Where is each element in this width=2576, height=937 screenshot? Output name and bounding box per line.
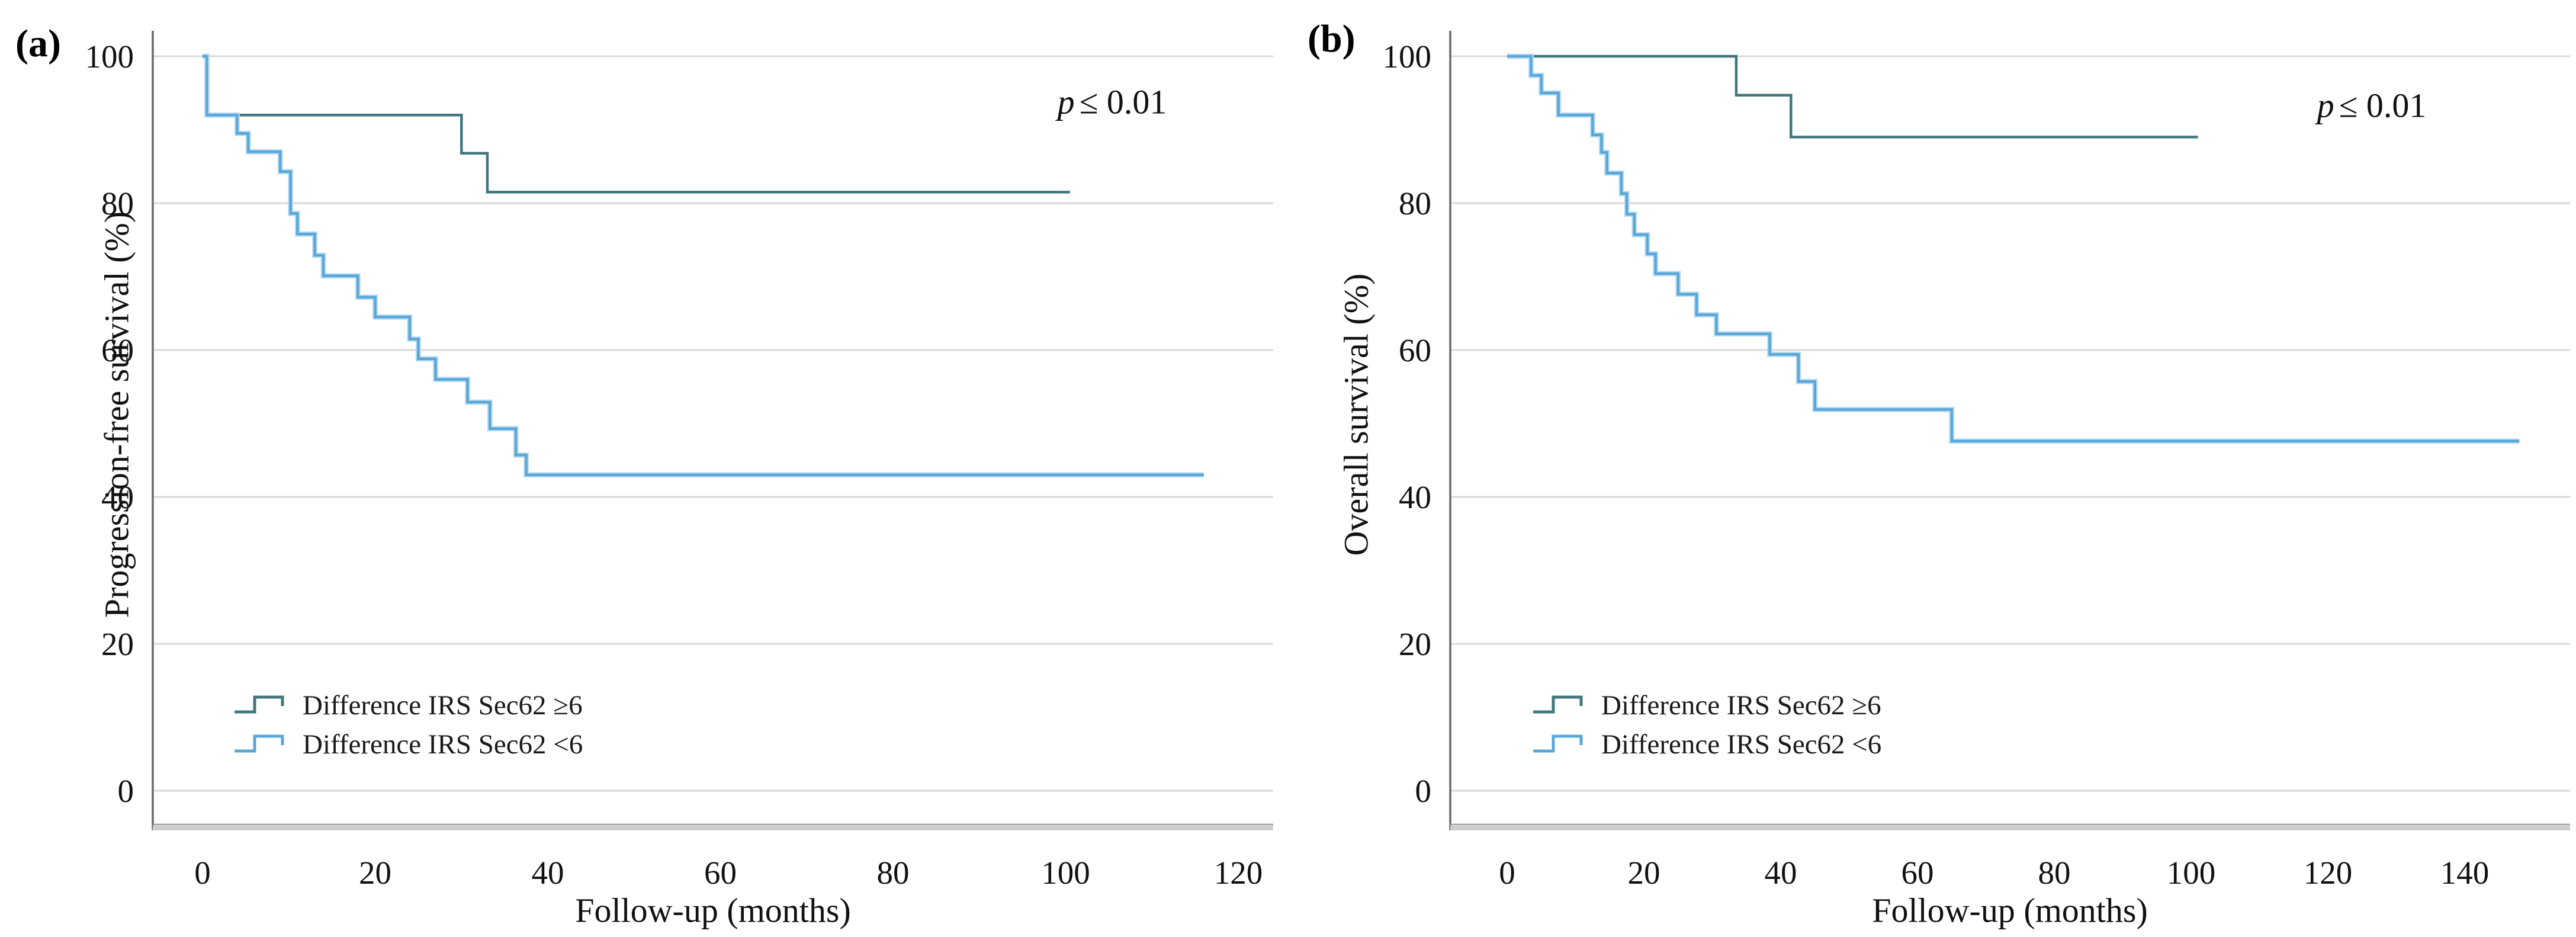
km-curve-halo-series-1	[203, 53, 1204, 478]
x-tick-label-0: 0	[194, 855, 211, 891]
panel-b-y-axis-title: Overall survival (%)	[1337, 273, 1376, 556]
km-curve-series-0	[1507, 54, 2198, 139]
x-tick-label-40: 40	[532, 855, 564, 891]
x-tick-label-120: 120	[2304, 855, 2353, 891]
y-tick-label-0: 0	[118, 773, 134, 809]
panel-a-y-axis-title: Progression-free survival (%)	[97, 211, 136, 618]
y-tick-label-0: 0	[1415, 773, 1432, 809]
legend-label: Difference IRS Sec62 ≥6	[303, 689, 583, 721]
y-tick-label-40: 40	[1399, 479, 1431, 515]
panel-b-p-value: p ≤ 0.01	[2317, 86, 2427, 126]
panel-b-tag: (b)	[1308, 17, 1356, 60]
x-tick-label-20: 20	[1628, 855, 1660, 891]
panel-b-legend-item-ge6: Difference IRS Sec62 ≥6	[1531, 689, 1881, 722]
panel-b-legend-item-lt6: Difference IRS Sec62 <6	[1531, 728, 1881, 761]
panel-a-legend-item-ge6: Difference IRS Sec62 ≥6	[233, 689, 583, 722]
km-curve-series-1	[1507, 54, 2520, 443]
x-tick-label-20: 20	[359, 855, 391, 891]
y-tick-label-40: 40	[101, 479, 134, 515]
x-tick-label-100: 100	[1041, 855, 1090, 891]
x-tick-label-80: 80	[2038, 855, 2071, 891]
km-step-icon	[235, 734, 284, 753]
legend-label: Difference IRS Sec62 <6	[1601, 729, 1882, 760]
km-curve-series-1	[203, 54, 1204, 477]
y-tick-label-20: 20	[101, 626, 134, 662]
y-tick-label-80: 80	[1399, 185, 1431, 222]
km-step-icon	[235, 695, 284, 714]
panel-a-p-value: p ≤ 0.01	[1058, 82, 1167, 122]
y-tick-label-100: 100	[85, 38, 134, 75]
x-tick-label-0: 0	[1499, 855, 1515, 891]
km-step-icon	[1533, 734, 1583, 753]
y-tick-label-80: 80	[101, 185, 134, 222]
p-value-text: ≤ 0.01	[1079, 82, 1167, 121]
panel-a-x-axis-title: Follow-up (months)	[575, 891, 851, 930]
p-value-text: ≤ 0.01	[2339, 86, 2427, 125]
km-curve-series-0	[203, 54, 1070, 194]
legend-label: Difference IRS Sec62 <6	[303, 729, 583, 760]
legend-label: Difference IRS Sec62 ≥6	[1601, 689, 1881, 721]
x-tick-label-60: 60	[704, 855, 737, 891]
p-symbol: p	[2317, 86, 2334, 125]
panel-a-legend-item-lt6: Difference IRS Sec62 <6	[233, 728, 583, 761]
x-tick-label-140: 140	[2440, 855, 2490, 891]
y-tick-label-60: 60	[101, 332, 134, 368]
x-tick-label-80: 80	[877, 855, 910, 891]
x-tick-label-100: 100	[2167, 855, 2216, 891]
x-tick-label-120: 120	[1214, 855, 1263, 891]
x-tick-label-40: 40	[1765, 855, 1797, 891]
km-step-icon	[1533, 695, 1583, 714]
y-tick-label-100: 100	[1383, 38, 1432, 75]
x-tick-label-60: 60	[1902, 855, 1934, 891]
y-tick-label-60: 60	[1399, 332, 1431, 368]
y-tick-label-20: 20	[1399, 626, 1431, 662]
panel-a-tag: (a)	[15, 22, 61, 65]
p-symbol: p	[1057, 82, 1075, 121]
panel-b-x-axis-title: Follow-up (months)	[1872, 891, 2148, 930]
